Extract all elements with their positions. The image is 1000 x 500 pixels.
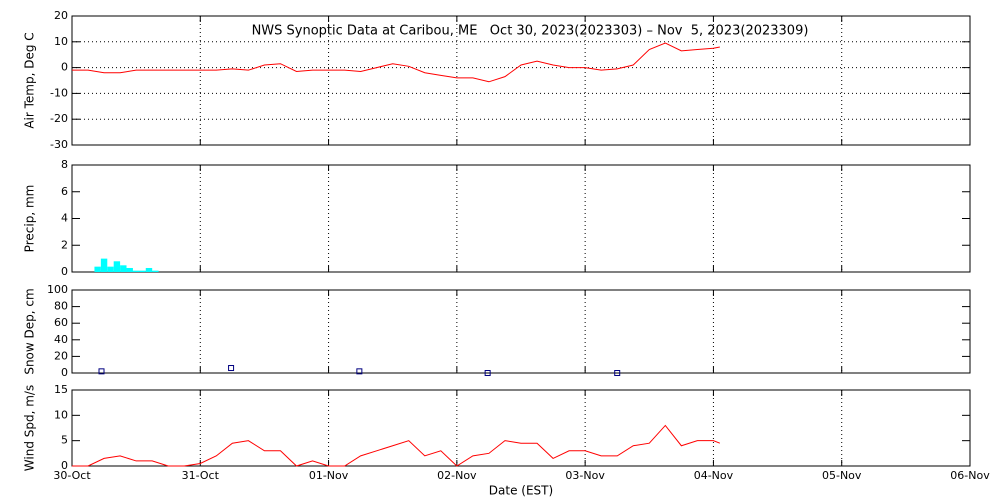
y-tick-label: 10 (54, 408, 68, 421)
x-tick-label: 03-Nov (565, 469, 605, 482)
bar (100, 258, 108, 272)
y-axis-label: Air Temp, Deg C (23, 32, 37, 128)
bar (94, 266, 101, 272)
point (614, 370, 621, 376)
bar (145, 267, 153, 272)
x-tick-label: 02-Nov (437, 469, 477, 482)
y-tick-label: -10 (50, 86, 68, 99)
y-tick-label: 10 (54, 35, 68, 48)
data-line (72, 424, 721, 467)
point (228, 365, 235, 372)
y-tick-label: 0 (61, 459, 68, 472)
y-axis-label: Precip, mm (23, 185, 37, 253)
y-axis-label: Snow Dep, cm (23, 288, 37, 374)
x-tick-label: 31-Oct (182, 469, 220, 482)
x-axis-label: Date (EST) (489, 484, 553, 498)
y-tick-label: 20 (54, 349, 68, 362)
y-tick-label: 5 (61, 434, 68, 447)
y-tick-label: 0 (61, 265, 68, 278)
y-tick-label: 8 (61, 158, 68, 171)
y-tick-label: 6 (61, 185, 68, 198)
point (484, 370, 491, 376)
plot-frame (71, 164, 971, 273)
point (356, 368, 363, 375)
y-tick-label: 4 (61, 212, 68, 225)
y-tick-label: 2 (61, 238, 68, 251)
y-tick-label: 100 (47, 283, 68, 296)
plot-frame (71, 389, 971, 467)
plot-frame (71, 15, 971, 146)
x-tick-label: 06-Nov (950, 469, 990, 482)
y-tick-label: -20 (50, 112, 68, 125)
x-tick-label: 01-Nov (309, 469, 349, 482)
x-tick-label: 30-Oct (53, 469, 91, 482)
y-tick-label: 60 (54, 316, 68, 329)
bar (120, 265, 127, 272)
bar (113, 261, 121, 272)
chart-title: NWS Synoptic Data at Caribou, ME Oct 30,… (252, 24, 809, 39)
y-tick-label: 0 (61, 61, 68, 74)
y-tick-label: 15 (54, 383, 68, 396)
y-tick-label: 0 (61, 366, 68, 379)
y-axis-label: Wind Spd, m/s (23, 385, 37, 471)
x-tick-label: 05-Nov (822, 469, 862, 482)
x-tick-label: 04-Nov (694, 469, 734, 482)
bar (152, 270, 159, 272)
data-line (72, 42, 720, 83)
bar (139, 270, 146, 272)
bar (126, 267, 133, 272)
bar (132, 270, 140, 272)
plot-frame (71, 289, 971, 374)
point (98, 368, 105, 375)
bar (107, 266, 114, 272)
y-tick-label: 80 (54, 300, 68, 313)
y-tick-label: -30 (50, 138, 68, 151)
y-tick-label: 40 (54, 333, 68, 346)
y-tick-label: 20 (54, 9, 68, 22)
